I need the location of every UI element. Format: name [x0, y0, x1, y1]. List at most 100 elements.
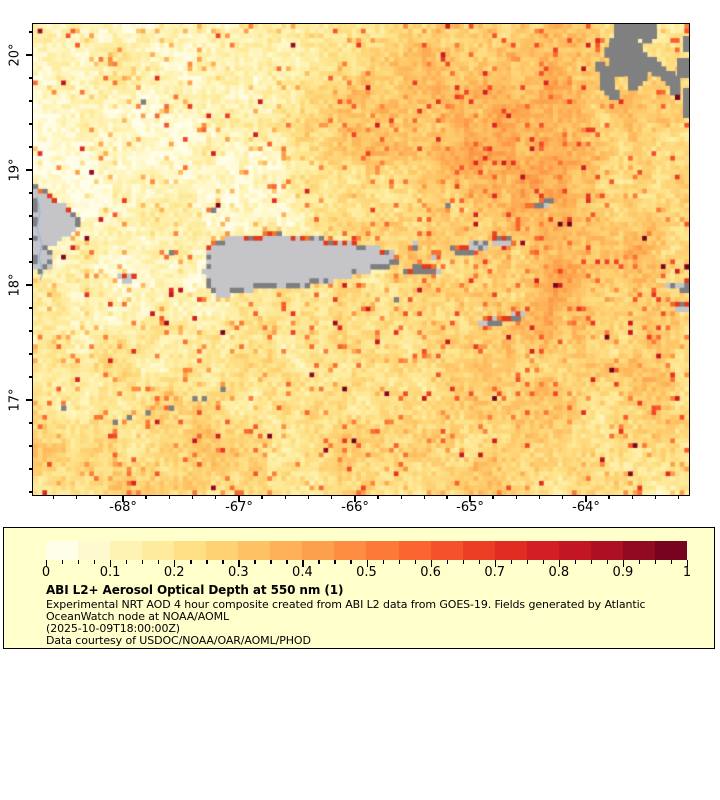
y-axis-minor-tick	[29, 31, 33, 33]
x-axis-label: -64°	[572, 500, 600, 515]
y-axis-major-tick	[26, 169, 33, 171]
x-axis-major-tick	[469, 495, 471, 502]
colorbar-minor-tick	[574, 560, 577, 564]
colorbar-segment	[174, 541, 207, 560]
colorbar-minor-tick	[414, 560, 416, 564]
colorbar-segment	[302, 541, 335, 560]
y-axis-major-tick	[26, 399, 33, 401]
aod-colorbar	[46, 541, 687, 560]
x-axis-minor-tick	[423, 495, 426, 499]
colorbar-segment	[78, 541, 111, 560]
colorbar-segment	[494, 541, 527, 560]
x-axis-minor-tick	[261, 495, 263, 499]
x-axis-minor-tick	[376, 495, 379, 499]
colorbar-minor-tick	[62, 560, 64, 564]
aod-raster-canvas	[32, 23, 690, 496]
colorbar-minor-tick	[670, 560, 673, 564]
colorbar-segment	[142, 541, 175, 560]
colorbar-segment	[430, 541, 463, 560]
x-axis-label: -67°	[225, 500, 253, 515]
x-axis-minor-tick	[446, 495, 449, 499]
colorbar-minor-tick	[254, 560, 256, 564]
y-axis-label: 19°	[7, 158, 23, 182]
y-axis-minor-tick	[29, 353, 33, 355]
colorbar-minor-tick	[462, 560, 464, 564]
colorbar-segment	[46, 541, 79, 560]
x-axis-minor-tick	[538, 495, 541, 499]
colorbar-tick-label: 0.9	[612, 565, 634, 580]
x-axis-minor-tick	[284, 495, 287, 499]
colorbar-tick-label: 0.5	[356, 565, 377, 580]
colorbar-minor-tick	[270, 560, 272, 564]
colorbar-minor-tick	[638, 560, 641, 564]
legend-timestamp: (2025-10-09T18:00:00Z)	[46, 622, 180, 635]
colorbar-major-tick	[110, 560, 112, 567]
colorbar-segment	[238, 541, 271, 560]
colorbar-tick-label: 0	[41, 565, 51, 580]
colorbar-minor-tick	[350, 560, 352, 564]
colorbar-major-tick	[174, 560, 176, 567]
colorbar-minor-tick	[446, 560, 448, 564]
colorbar-minor-tick	[654, 560, 657, 564]
y-axis-minor-tick	[29, 100, 33, 102]
x-axis-minor-tick	[307, 495, 310, 499]
y-axis-label: 17°	[7, 388, 23, 412]
legend-description-line-2: OceanWatch node at NOAA/AOML	[46, 610, 229, 623]
y-axis-label: 20°	[7, 43, 23, 67]
x-axis-minor-tick	[492, 495, 494, 499]
x-axis-major-tick	[354, 495, 356, 502]
colorbar-segment	[462, 541, 495, 560]
y-axis-minor-tick	[29, 215, 33, 217]
y-axis-major-tick	[26, 54, 33, 56]
x-axis-minor-tick	[191, 495, 194, 499]
colorbar-minor-tick	[142, 560, 144, 564]
colorbar-segment	[590, 541, 623, 560]
colorbar-minor-tick	[222, 560, 224, 564]
colorbar-minor-tick	[478, 560, 480, 564]
colorbar-tick-label: 1	[682, 565, 692, 580]
x-axis-label: -66°	[341, 500, 369, 515]
y-axis-minor-tick	[29, 422, 33, 424]
y-axis-minor-tick	[29, 445, 33, 447]
x-axis-minor-tick	[608, 495, 610, 499]
colorbar-segment	[654, 541, 687, 560]
x-axis-label: -65°	[456, 500, 484, 515]
colorbar-segment	[206, 541, 239, 560]
colorbar-tick-label: 0.1	[99, 565, 121, 580]
x-axis-minor-tick	[99, 495, 101, 499]
y-axis-major-tick	[26, 284, 33, 286]
colorbar-segment	[558, 541, 591, 560]
colorbar-segment	[398, 541, 431, 560]
x-axis-minor-tick	[52, 495, 55, 499]
colorbar-major-tick	[238, 560, 240, 567]
colorbar-segment	[334, 541, 367, 560]
colorbar-tick-label: 0.6	[420, 565, 441, 580]
colorbar-minor-tick	[334, 560, 336, 564]
colorbar-tick-label: 0.3	[227, 565, 249, 580]
colorbar-minor-tick	[382, 560, 384, 564]
colorbar-major-tick	[558, 560, 561, 567]
legend-title: ABI L2+ Aerosol Optical Depth at 550 nm …	[46, 583, 344, 597]
colorbar-minor-tick	[318, 560, 320, 564]
colorbar-minor-tick	[126, 560, 128, 564]
y-axis-minor-tick	[29, 376, 33, 378]
y-axis-minor-tick	[29, 307, 33, 309]
y-axis-minor-tick	[29, 468, 33, 470]
x-axis-major-tick	[585, 495, 587, 502]
colorbar-tick-label: 0.4	[292, 565, 313, 580]
colorbar-major-tick	[366, 560, 368, 567]
colorbar-minor-tick	[158, 560, 160, 564]
colorbar-major-tick	[302, 560, 304, 567]
x-axis-major-tick	[122, 495, 124, 502]
x-axis-minor-tick	[677, 495, 680, 499]
colorbar-segment	[526, 541, 559, 560]
colorbar-minor-tick	[286, 560, 288, 564]
legend-panel: 0 0.1 0.2 0.3 0.4 0.5 0.6 0.7 0.8 0.9 1 ABI L2+ Ae…	[3, 527, 715, 649]
colorbar-minor-tick	[190, 560, 192, 564]
x-axis-major-tick	[238, 495, 240, 502]
colorbar-major-tick	[430, 560, 432, 567]
colorbar-minor-tick	[206, 560, 208, 564]
x-axis-minor-tick	[330, 495, 333, 499]
colorbar-major-tick	[494, 560, 496, 567]
